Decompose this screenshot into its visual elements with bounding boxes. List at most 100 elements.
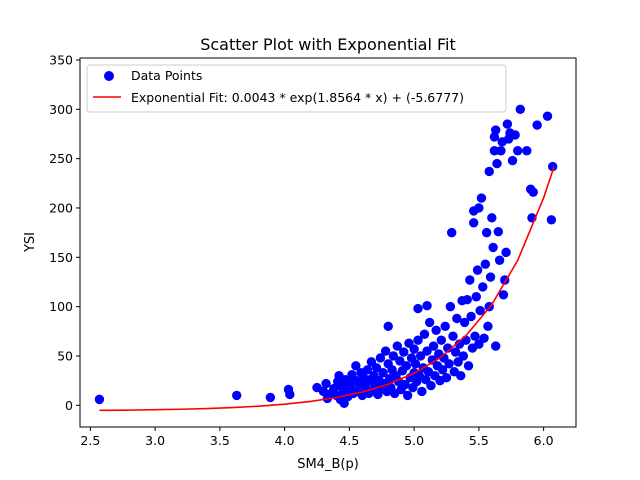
data-point — [492, 158, 502, 169]
data-point — [362, 365, 373, 375]
data-point — [471, 292, 481, 302]
y-axis: 0 50 100 150 200 250 300 350 — [49, 52, 80, 413]
data-point — [476, 193, 487, 203]
data-point — [422, 300, 432, 311]
x-tick-label: 5.5 — [469, 433, 489, 448]
y-tick-label: 150 — [49, 250, 73, 265]
data-point — [424, 317, 435, 328]
y-axis-label: YSI — [23, 232, 38, 253]
data-point — [422, 346, 432, 356]
data-point — [494, 255, 505, 265]
data-point — [485, 272, 496, 282]
data-point — [371, 363, 382, 373]
y-tick-label: 300 — [49, 102, 73, 117]
data-point — [458, 351, 469, 361]
data-point — [546, 215, 557, 225]
data-point — [419, 329, 430, 339]
data-point — [232, 390, 242, 401]
legend: Data Points Exponential Fit: 0.0043 * ex… — [86, 64, 507, 113]
data-point — [532, 120, 542, 130]
data-point — [488, 242, 498, 253]
data-point — [410, 359, 421, 369]
data-point — [491, 341, 501, 351]
data-point — [441, 372, 452, 383]
data-point — [528, 187, 538, 197]
y-tick-label: 0 — [65, 398, 73, 413]
data-point — [496, 146, 506, 156]
data-point — [480, 259, 491, 269]
data-point — [378, 368, 388, 378]
data-point — [380, 346, 391, 356]
y-tick-label: 100 — [49, 299, 73, 314]
data-point — [444, 359, 454, 369]
data-point — [426, 380, 436, 391]
x-tick-label: 4.0 — [275, 433, 295, 448]
data-point — [452, 313, 462, 324]
data-point — [431, 325, 441, 336]
data-point — [443, 343, 453, 353]
data-point — [445, 301, 456, 312]
x-axis: 2.5 3.0 3.5 4.0 4.5 5.0 5.5 6.0 — [80, 427, 554, 448]
data-point — [437, 365, 448, 375]
data-point — [321, 378, 331, 389]
x-tick-label: 6.0 — [534, 433, 554, 448]
data-point — [413, 303, 423, 314]
legend-box — [86, 64, 507, 113]
data-point — [428, 341, 439, 351]
data-point — [388, 351, 399, 361]
data-point — [502, 119, 513, 129]
data-point — [265, 392, 276, 403]
data-point — [450, 347, 461, 357]
data-point — [547, 161, 558, 172]
data-point — [466, 311, 476, 322]
data-point — [542, 111, 553, 121]
legend-label-data-points: Data Points — [131, 68, 202, 83]
data-point — [481, 227, 492, 238]
data-point — [409, 344, 419, 354]
x-tick-label: 5.0 — [404, 433, 424, 448]
data-point — [417, 386, 427, 397]
data-point — [395, 356, 405, 366]
data-point — [400, 379, 410, 390]
data-point — [465, 275, 475, 285]
y-tick-label: 250 — [49, 151, 73, 166]
data-point — [489, 146, 500, 156]
data-point — [515, 104, 526, 115]
data-point — [446, 227, 457, 238]
x-tick-label: 3.0 — [145, 433, 165, 448]
data-point — [522, 146, 532, 156]
data-point — [468, 218, 479, 228]
data-point — [399, 347, 409, 357]
data-point — [470, 331, 480, 341]
data-point — [351, 361, 361, 371]
legend-marker-data-points — [104, 71, 114, 81]
data-point — [436, 335, 447, 345]
data-point — [456, 371, 466, 381]
data-point — [463, 361, 474, 371]
plot-frame — [79, 57, 577, 428]
data-point — [318, 386, 329, 397]
data-point — [440, 321, 450, 332]
data-point — [462, 295, 472, 305]
data-point — [475, 305, 485, 316]
y-tick-label: 350 — [49, 52, 73, 67]
chart-title: Scatter Plot with Exponential Fit — [200, 35, 456, 54]
fit-line-layer — [99, 166, 555, 412]
data-point — [510, 130, 520, 140]
data-point — [498, 290, 509, 300]
data-point — [459, 317, 470, 328]
data-point — [415, 351, 426, 361]
data-point — [401, 361, 412, 371]
data-point — [472, 265, 483, 275]
y-tick-label: 200 — [49, 200, 73, 215]
y-tick-label: 50 — [57, 348, 73, 363]
data-point — [392, 341, 402, 351]
x-axis-label: SM4_B(p) — [297, 457, 359, 472]
x-tick-label: 3.5 — [210, 433, 230, 448]
plot-area — [79, 57, 577, 428]
data-point — [487, 213, 497, 223]
data-point — [339, 398, 349, 409]
data-point — [491, 125, 501, 135]
exponential-fit-line — [99, 166, 555, 412]
